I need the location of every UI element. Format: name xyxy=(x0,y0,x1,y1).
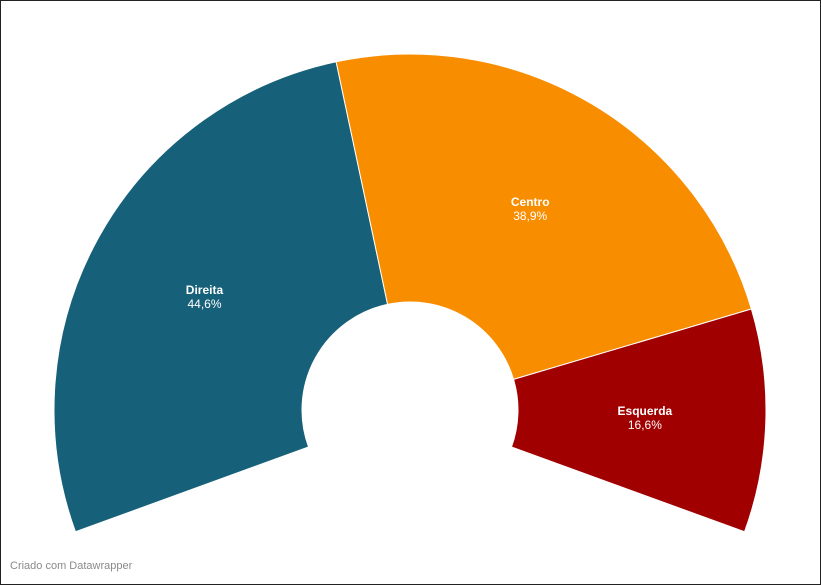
segment-label-direita: Direita xyxy=(186,283,224,297)
chart-segments xyxy=(53,53,767,533)
segment-value-esquerda: 16,6% xyxy=(628,418,662,432)
segment-label-esquerda: Esquerda xyxy=(618,404,673,418)
datawrapper-credit: Criado com Datawrapper xyxy=(10,560,133,572)
segment-centro[interactable] xyxy=(335,53,752,380)
segment-value-direita: 44,6% xyxy=(187,297,221,311)
segment-value-centro: 38,9% xyxy=(513,209,547,223)
segment-esquerda[interactable] xyxy=(510,308,767,533)
segment-direita[interactable] xyxy=(53,61,389,533)
segment-label-centro: Centro xyxy=(511,195,550,209)
